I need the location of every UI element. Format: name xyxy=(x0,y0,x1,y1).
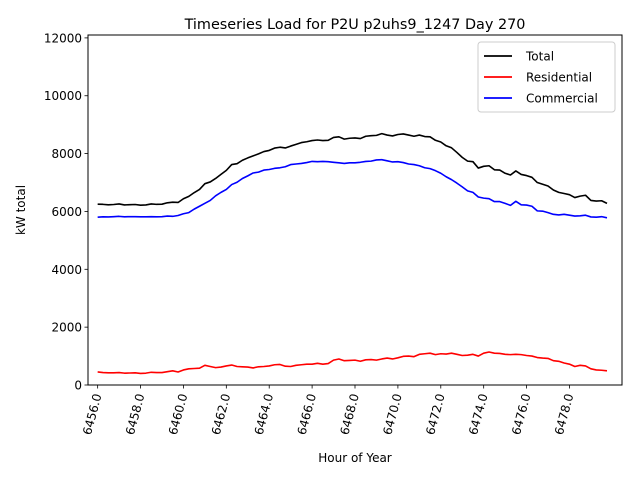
series-line-total xyxy=(97,132,608,207)
x-tick-label: 6460.0 xyxy=(166,392,190,436)
x-axis-ticks: 6456.0 6458.0 6460.0 6462.0 6464.0 6466.0 6468… xyxy=(80,385,576,436)
x-tick-label: 6470.0 xyxy=(380,392,404,436)
y-axis-ticks: 0 2000 4000 6000 8000 10000 12000 xyxy=(44,31,88,393)
series-layer xyxy=(97,132,608,375)
y-tick-label: 0 xyxy=(74,379,82,393)
y-tick-label: 2000 xyxy=(51,321,82,335)
x-axis-label: Hour of Year xyxy=(318,451,392,465)
series-line-commercial xyxy=(97,158,608,219)
chart-title: Timeseries Load for P2U p2uhs9_1247 Day … xyxy=(184,17,526,33)
x-tick-label: 6456.0 xyxy=(80,392,104,436)
y-tick-label: 8000 xyxy=(51,147,82,161)
legend-label-residential: Residential xyxy=(526,71,592,85)
x-tick-label: 6466.0 xyxy=(295,392,319,436)
x-tick-label: 6464.0 xyxy=(252,392,276,436)
x-tick-label: 6462.0 xyxy=(209,392,233,436)
legend-items: Total Residential Commercial xyxy=(484,50,598,106)
x-tick-label: 6476.0 xyxy=(509,392,533,436)
legend-label-total: Total xyxy=(525,50,554,64)
x-tick-label: 6478.0 xyxy=(552,392,576,436)
series-line-residential xyxy=(97,351,608,375)
x-tick-label: 6474.0 xyxy=(466,392,490,436)
x-tick-label: 6458.0 xyxy=(123,392,147,436)
x-tick-label: 6468.0 xyxy=(338,392,362,436)
y-tick-label: 12000 xyxy=(44,31,82,45)
y-axis-label: kW total xyxy=(14,185,28,235)
legend: Total Residential Commercial xyxy=(477,41,616,113)
y-tick-label: 10000 xyxy=(44,89,82,103)
legend-box xyxy=(477,41,616,113)
y-tick-label: 6000 xyxy=(51,205,82,219)
y-tick-label: 4000 xyxy=(51,263,82,277)
x-tick-label: 6472.0 xyxy=(423,392,447,436)
legend-label-commercial: Commercial xyxy=(526,92,598,106)
